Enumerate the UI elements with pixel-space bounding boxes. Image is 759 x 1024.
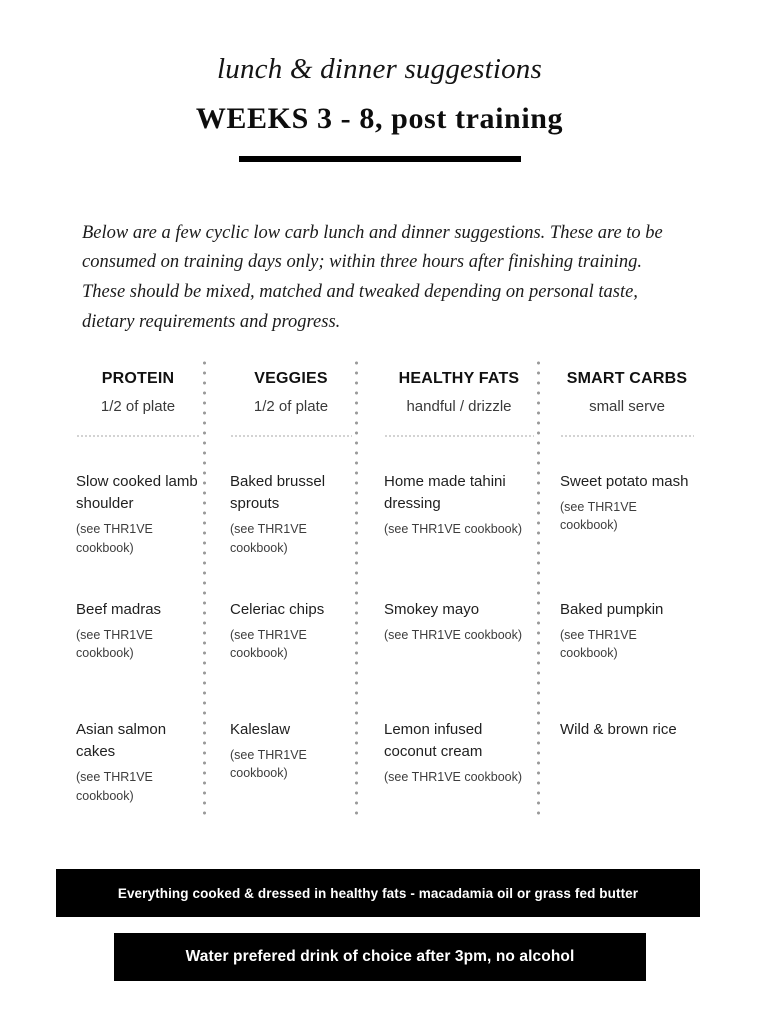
list-item: Wild & brown rice	[540, 719, 694, 746]
column-portion: 1/2 of plate	[253, 397, 329, 415]
list-item: Sweet potato mash (see THR1VE cookbook)	[540, 471, 694, 534]
item-name: Lemon infused coconut cream	[384, 721, 483, 761]
item-note: (see THR1VE cookbook)	[560, 500, 637, 533]
item-note: (see THR1VE cookbook)	[384, 628, 523, 643]
table-column-protein: PROTEIN 1/2 of plate Slow cooked lamb sh…	[60, 358, 206, 820]
list-item: Baked pumpkin (see THR1VE cookbook)	[540, 599, 694, 662]
item-name: Wild & brown rice	[560, 721, 677, 738]
list-item: Beef madras (see THR1VE cookbook)	[60, 599, 200, 662]
table-column-healthy-fats: HEALTHY FATS handful / drizzle Home made…	[358, 358, 540, 820]
list-item: Asian salmon cakes (see THR1VE cookbook)	[60, 719, 200, 805]
item-name: Sweet potato mash	[560, 473, 689, 490]
list-item: Home made tahini dressing (see THR1VE co…	[358, 471, 534, 539]
item-note: (see THR1VE cookbook)	[230, 522, 307, 555]
item-note: (see THR1VE cookbook)	[384, 522, 523, 537]
item-note: (see THR1VE cookbook)	[230, 628, 307, 661]
item-name: Slow cooked lamb shoulder	[76, 473, 198, 513]
table-column-smart-carbs: SMART CARBS small serve Sweet potato mas…	[540, 358, 700, 820]
column-heading: SMART CARBS	[566, 370, 688, 387]
list-item: Slow cooked lamb shoulder (see THR1VE co…	[60, 471, 200, 557]
banner-healthy-fats: Everything cooked & dressed in healthy f…	[56, 869, 700, 917]
list-item: Smokey mayo (see THR1VE cookbook)	[358, 599, 534, 644]
page-header: lunch & dinner suggestions WEEKS 3 - 8, …	[0, 53, 759, 162]
column-divider-3	[537, 358, 540, 820]
banner-text: Water prefered drink of choice after 3pm…	[185, 948, 575, 965]
title-divider-rule	[238, 155, 521, 162]
column-portion: handful / drizzle	[406, 397, 512, 415]
table-column-veggies: VEGGIES 1/2 of plate Baked brussel sprou…	[206, 358, 358, 820]
item-name: Celeriac chips	[230, 601, 325, 618]
column-head-rule	[230, 434, 352, 437]
item-note: (see THR1VE cookbook)	[384, 770, 523, 785]
column-head-rule	[384, 434, 534, 437]
column-divider-2	[355, 358, 358, 820]
item-note: (see THR1VE cookbook)	[76, 522, 153, 555]
list-item: Kaleslaw (see THR1VE cookbook)	[206, 719, 352, 782]
column-divider-1	[203, 358, 206, 820]
column-heading: VEGGIES	[254, 370, 328, 387]
item-name: Smokey mayo	[384, 601, 480, 618]
list-item: Celeriac chips (see THR1VE cookbook)	[206, 599, 352, 662]
item-name: Kaleslaw	[230, 721, 291, 738]
item-name: Home made tahini dressing	[384, 473, 506, 513]
column-heading: PROTEIN	[101, 370, 175, 387]
list-item: Lemon infused coconut cream (see THR1VE …	[358, 719, 534, 787]
item-name: Asian salmon cakes	[76, 721, 167, 761]
banner-text: Everything cooked & dressed in healthy f…	[117, 885, 639, 901]
page-title: WEEKS 3 - 8, post training	[195, 101, 564, 135]
suggestions-table: PROTEIN 1/2 of plate Slow cooked lamb sh…	[60, 358, 700, 820]
page-subtitle-script: lunch & dinner suggestions	[217, 53, 542, 85]
banner-water: Water prefered drink of choice after 3pm…	[114, 933, 646, 981]
item-name: Baked pumpkin	[560, 601, 664, 618]
intro-paragraph: Below are a few cyclic low carb lunch an…	[82, 222, 663, 333]
item-note: (see THR1VE cookbook)	[230, 748, 307, 781]
column-heading: HEALTHY FATS	[398, 370, 520, 387]
item-name: Beef madras	[76, 601, 162, 618]
item-note: (see THR1VE cookbook)	[560, 628, 637, 661]
item-note: (see THR1VE cookbook)	[76, 628, 153, 661]
column-head-rule	[560, 434, 694, 437]
column-head-rule	[76, 434, 200, 437]
column-portion: 1/2 of plate	[100, 397, 176, 415]
item-note: (see THR1VE cookbook)	[76, 770, 153, 803]
list-item: Baked brussel sprouts (see THR1VE cookbo…	[206, 471, 352, 557]
column-portion: small serve	[589, 397, 665, 415]
item-name: Baked brussel sprouts	[230, 473, 326, 513]
